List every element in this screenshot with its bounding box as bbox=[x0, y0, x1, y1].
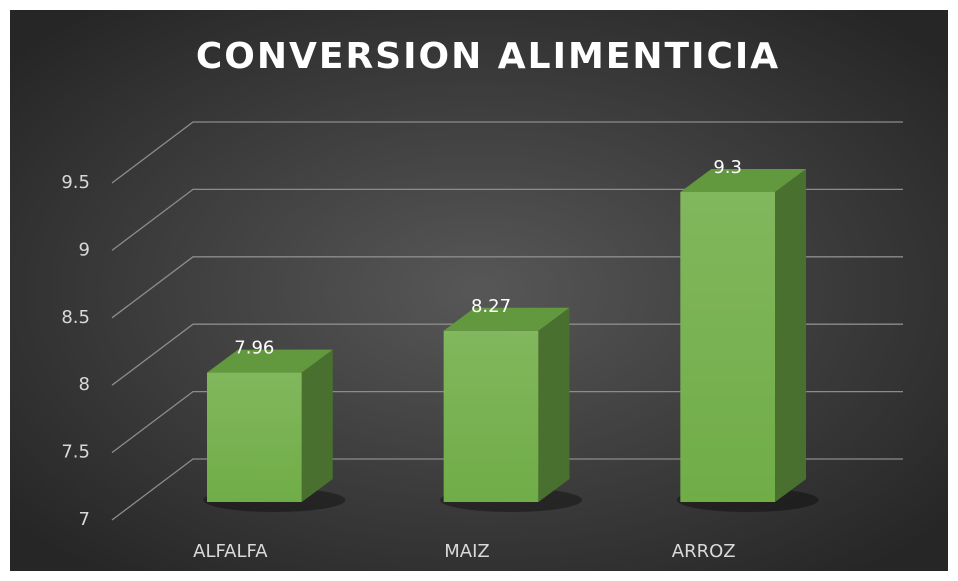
y-tick-label: 8 bbox=[79, 374, 90, 395]
grid-line bbox=[111, 390, 903, 454]
bar-top-shade bbox=[680, 168, 806, 192]
bar-side-shade bbox=[301, 349, 333, 502]
bar-side bbox=[538, 307, 570, 502]
y-tick-label: 7.5 bbox=[61, 442, 90, 463]
bar-side bbox=[301, 349, 333, 502]
data-label: 7.96 bbox=[234, 338, 274, 359]
bar-top bbox=[443, 307, 570, 331]
bar-highlight bbox=[443, 330, 539, 502]
bar-top-shade bbox=[443, 307, 570, 331]
bar-top bbox=[680, 168, 806, 192]
bar-side-shade bbox=[775, 168, 806, 502]
bar-top-shade bbox=[207, 349, 333, 373]
grid-line bbox=[111, 458, 903, 521]
y-tick-label: 8.5 bbox=[61, 307, 90, 328]
x-tick-label: ALFALFA bbox=[193, 541, 268, 562]
data-label: 8.27 bbox=[471, 296, 511, 317]
data-label: 9.3 bbox=[713, 157, 742, 178]
x-tick-label: MAIZ bbox=[444, 541, 489, 562]
grid-line bbox=[111, 188, 903, 251]
grid-line bbox=[111, 323, 903, 386]
bar-top bbox=[207, 349, 333, 373]
y-tick-label: 9 bbox=[79, 239, 90, 260]
bar-side bbox=[775, 168, 806, 502]
x-tick-label: ARROZ bbox=[672, 541, 736, 562]
bar-highlight bbox=[207, 372, 302, 502]
y-tick-label: 9.5 bbox=[61, 172, 90, 193]
bar-side-shade bbox=[538, 307, 570, 502]
chart-title: CONVERSION ALIMENTICIA bbox=[196, 36, 780, 77]
y-tick-label: 7 bbox=[79, 509, 90, 530]
grid-line bbox=[111, 121, 903, 184]
grid-line bbox=[111, 256, 903, 319]
bar-highlight bbox=[680, 191, 775, 502]
